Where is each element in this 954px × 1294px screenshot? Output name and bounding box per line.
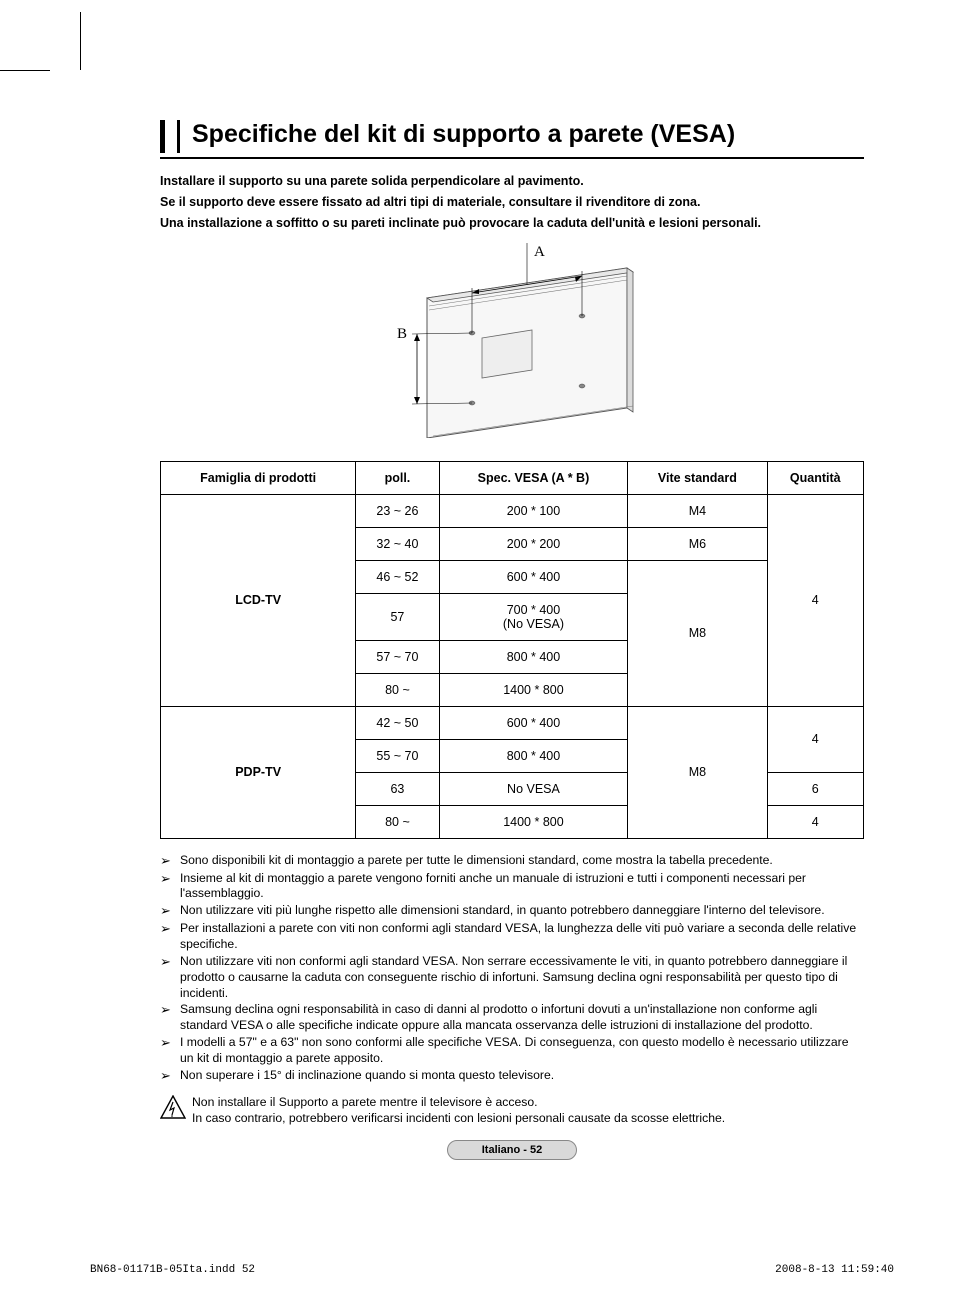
- cell-qty: 4: [767, 805, 863, 838]
- cell: 1400 * 800: [439, 673, 628, 706]
- spec-table: Famiglia di prodotti poll. Spec. VESA (A…: [160, 461, 864, 839]
- cell: 1400 * 800: [439, 805, 628, 838]
- title-block: Specifiche del kit di supporto a parete …: [160, 120, 864, 153]
- cell: No VESA: [439, 772, 628, 805]
- warning-block: Non installare il Supporto a parete ment…: [160, 1095, 864, 1127]
- notes-list: ➢Sono disponibili kit di montaggio a par…: [160, 853, 864, 1085]
- note-item: ➢I modelli a 57" e a 63" non sono confor…: [160, 1035, 864, 1067]
- cell: M6: [628, 527, 767, 560]
- arrow-icon: ➢: [160, 1002, 180, 1019]
- cell: 57 ~ 70: [356, 640, 439, 673]
- cell: 32 ~ 40: [356, 527, 439, 560]
- page-number-badge: Italiano - 52: [447, 1140, 577, 1160]
- cell-family-pdp: PDP-TV: [161, 706, 356, 838]
- note-item: ➢Per installazioni a parete con viti non…: [160, 921, 864, 953]
- cell: 80 ~: [356, 673, 439, 706]
- th-spec: Spec. VESA (A * B): [439, 461, 628, 494]
- cell: 600 * 400: [439, 560, 628, 593]
- title-rule: [160, 157, 864, 159]
- title-inner: Specifiche del kit di supporto a parete …: [177, 120, 864, 153]
- cell-qty: 6: [767, 772, 863, 805]
- label-a: A: [534, 244, 545, 260]
- warning-line-1: Non installare il Supporto a parete ment…: [192, 1095, 864, 1111]
- arrow-icon: ➢: [160, 921, 180, 938]
- warning-icon: [160, 1095, 192, 1124]
- th-screw: Vite standard: [628, 461, 767, 494]
- note-item: ➢Sono disponibili kit di montaggio a par…: [160, 853, 864, 870]
- th-qty: Quantità: [767, 461, 863, 494]
- arrow-icon: ➢: [160, 903, 180, 920]
- footer-right: 2008-8-13 11:59:40: [775, 1264, 894, 1276]
- cell: M4: [628, 494, 767, 527]
- cell-qty-lcd: 4: [767, 494, 863, 706]
- arrow-icon: ➢: [160, 871, 180, 888]
- cell-screw-m8-lcd: M8: [628, 560, 767, 706]
- arrow-icon: ➢: [160, 1068, 180, 1085]
- page-content: Specifiche del kit di supporto a parete …: [0, 0, 954, 1220]
- cell: 42 ~ 50: [356, 706, 439, 739]
- cell: 63: [356, 772, 439, 805]
- intro-line-1: Installare il supporto su una parete sol…: [160, 173, 864, 190]
- cell: 600 * 400: [439, 706, 628, 739]
- cell: 800 * 400: [439, 739, 628, 772]
- cell: 46 ~ 52: [356, 560, 439, 593]
- cell-qty: 4: [767, 706, 863, 772]
- print-footer: BN68-01171B-05Ita.indd 52 2008-8-13 11:5…: [90, 1264, 894, 1276]
- arrow-icon: ➢: [160, 853, 180, 870]
- intro-line-2: Se il supporto deve essere fissato ad al…: [160, 194, 864, 211]
- note-item: ➢Non utilizzare viti più lunghe rispetto…: [160, 903, 864, 920]
- cell: 200 * 100: [439, 494, 628, 527]
- cell: 200 * 200: [439, 527, 628, 560]
- label-b: B: [397, 326, 407, 342]
- note-item: ➢Samsung declina ogni responsabilità in …: [160, 1002, 864, 1034]
- table-header-row: Famiglia di prodotti poll. Spec. VESA (A…: [161, 461, 864, 494]
- intro-line-3: Una installazione a soffitto o su pareti…: [160, 215, 864, 232]
- table-row: PDP-TV 42 ~ 50 600 * 400 M8 4: [161, 706, 864, 739]
- cell: 55 ~ 70: [356, 739, 439, 772]
- diagram-svg: A B: [357, 238, 667, 438]
- cell: 23 ~ 26: [356, 494, 439, 527]
- th-poll: poll.: [356, 461, 439, 494]
- cell-family-lcd: LCD-TV: [161, 494, 356, 706]
- cell: 700 * 400 (No VESA): [439, 593, 628, 640]
- crop-mark-h: [0, 70, 50, 71]
- cell: 80 ~: [356, 805, 439, 838]
- table-row: LCD-TV 23 ~ 26 200 * 100 M4 4: [161, 494, 864, 527]
- page-title: Specifiche del kit di supporto a parete …: [192, 120, 864, 153]
- warning-text: Non installare il Supporto a parete ment…: [192, 1095, 864, 1127]
- cell: 800 * 400: [439, 640, 628, 673]
- footer-left: BN68-01171B-05Ita.indd 52: [90, 1264, 255, 1276]
- crop-mark-v: [80, 12, 81, 70]
- note-item: ➢Non utilizzare viti non conformi agli s…: [160, 954, 864, 1002]
- cell: 57: [356, 593, 439, 640]
- warning-line-2: In caso contrario, potrebbero verificars…: [192, 1111, 864, 1127]
- cell-screw-m8-pdp: M8: [628, 706, 767, 838]
- vesa-diagram: A B: [160, 238, 864, 443]
- th-family: Famiglia di prodotti: [161, 461, 356, 494]
- arrow-icon: ➢: [160, 1035, 180, 1052]
- note-item: ➢Insieme al kit di montaggio a parete ve…: [160, 871, 864, 903]
- note-item: ➢Non superare i 15° di inclinazione quan…: [160, 1068, 864, 1085]
- arrow-icon: ➢: [160, 954, 180, 971]
